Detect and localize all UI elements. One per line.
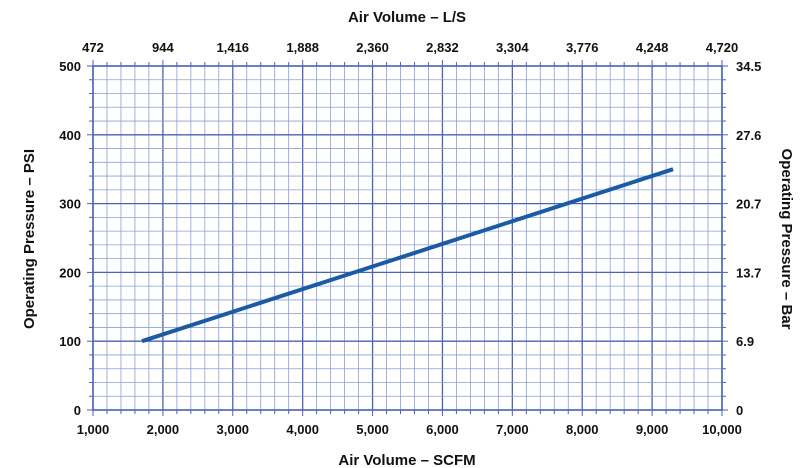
x2-tick-label: 4,248 bbox=[636, 40, 669, 55]
x2-tick-label: 1,888 bbox=[286, 40, 319, 55]
x2-tick-label: 944 bbox=[152, 40, 174, 55]
grid bbox=[87, 60, 728, 416]
x2-tick-label: 1,416 bbox=[217, 40, 250, 55]
y2-tick-label: 6.9 bbox=[736, 334, 754, 349]
x2-tick-label: 4,720 bbox=[706, 40, 739, 55]
x-tick-label: 8,000 bbox=[566, 422, 599, 437]
x-tick-label: 3,000 bbox=[217, 422, 250, 437]
x-tick-label: 4,000 bbox=[286, 422, 319, 437]
x-tick-label: 9,000 bbox=[636, 422, 669, 437]
x2-axis-title: Air Volume – L/S bbox=[348, 9, 466, 26]
x2-tick-label: 472 bbox=[82, 40, 104, 55]
y-tick-label: 200 bbox=[59, 265, 81, 280]
y-tick-label: 0 bbox=[74, 403, 81, 418]
y2-axis-title: Operating Pressure – Bar bbox=[778, 149, 795, 330]
y2-tick-label: 0 bbox=[736, 403, 743, 418]
x-tick-label: 2,000 bbox=[147, 422, 180, 437]
x-tick-label: 7,000 bbox=[496, 422, 529, 437]
y-tick-label: 300 bbox=[59, 197, 81, 212]
x2-tick-label: 2,360 bbox=[356, 40, 389, 55]
tick-labels: 1,000 2,000 3,000 4,000 5,000 6,000 7,000 8,000… bbox=[59, 40, 761, 437]
x2-tick-label: 3,776 bbox=[566, 40, 599, 55]
x2-tick-label: 2,832 bbox=[426, 40, 459, 55]
y2-tick-label: 13.7 bbox=[736, 265, 761, 280]
x-tick-label: 10,000 bbox=[702, 422, 742, 437]
y2-tick-label: 34.5 bbox=[736, 59, 761, 74]
x-tick-label: 6,000 bbox=[426, 422, 459, 437]
y-tick-label: 100 bbox=[59, 334, 81, 349]
x-tick-label: 5,000 bbox=[356, 422, 389, 437]
x-tick-label: 1,000 bbox=[77, 422, 110, 437]
plot-frame bbox=[92, 65, 723, 411]
y-tick-label: 500 bbox=[59, 59, 81, 74]
x2-tick-label: 3,304 bbox=[496, 40, 529, 55]
series bbox=[141, 167, 674, 344]
series-line bbox=[141, 167, 674, 344]
y-tick-label: 400 bbox=[59, 128, 81, 143]
y2-tick-label: 27.6 bbox=[736, 128, 761, 143]
y-axis-title: Operating Pressure – PSI bbox=[21, 149, 38, 329]
y2-tick-label: 20.7 bbox=[736, 197, 761, 212]
x-axis-title: Air Volume – SCFM bbox=[338, 452, 475, 468]
